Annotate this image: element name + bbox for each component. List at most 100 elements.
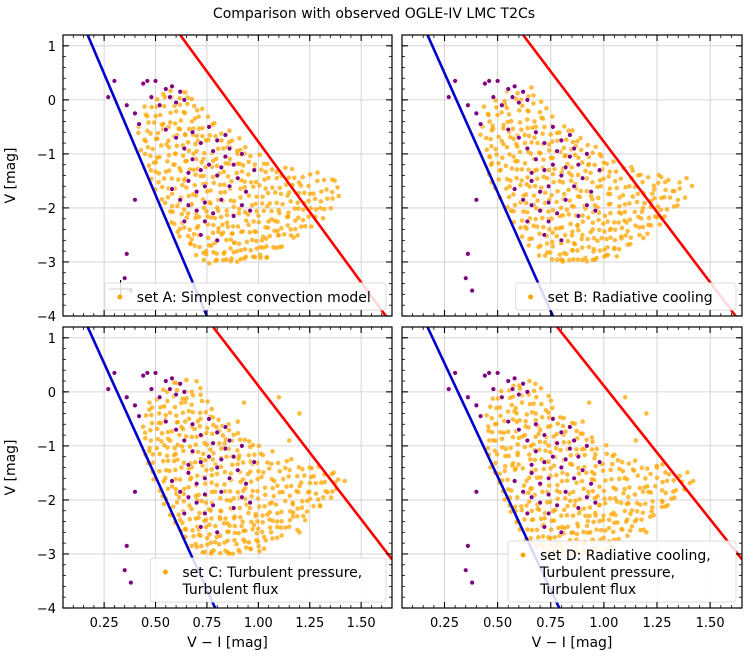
observed-point [562,489,569,495]
model-point [329,189,335,195]
model-point [490,123,495,129]
model-point [636,225,642,230]
model-point [509,166,515,171]
model-point [211,450,216,456]
model-point [192,182,198,188]
model-point [558,205,564,211]
model-point [265,225,271,231]
observed-point [567,132,573,138]
model-point [190,393,196,398]
observed-point [169,83,175,90]
model-point [187,503,192,508]
model-point [262,504,267,509]
plot-area [426,35,737,316]
model-point [616,220,621,225]
observed-point [185,178,192,184]
model-point [591,519,596,525]
observed-point [545,510,552,517]
model-point [224,454,229,459]
model-point [621,490,626,496]
observed-point [558,237,565,244]
model-point [650,191,655,196]
model-point [204,442,210,448]
model-point [138,147,144,153]
model-point [227,128,232,134]
observed-point [550,161,556,168]
model-point [671,478,677,483]
model-point [542,515,547,521]
observed-point [156,394,163,400]
model-point [565,238,571,244]
model-point [169,176,175,181]
model-point [252,452,257,457]
model-point [632,492,638,497]
model-point [272,190,278,195]
model-point [562,232,568,238]
model-point [260,513,265,518]
model-point [242,185,248,190]
model-point [143,413,149,418]
model-point [237,437,243,442]
model-point [224,497,230,503]
model-point [531,388,537,394]
legend-marker [117,294,123,300]
model-point [580,419,585,424]
observed-point [520,89,526,95]
model-point [638,172,643,178]
legend-label: set B: Radiative cooling [548,290,713,306]
observed-point [473,197,480,203]
legend-label: Turbulent flux [181,582,278,598]
observed-point [152,78,159,84]
model-point [559,513,564,518]
model-point [254,246,260,251]
model-point [534,224,540,229]
model-point [602,496,607,501]
model-point [574,531,580,537]
model-point [238,195,243,200]
model-point [605,219,610,224]
model-point [213,134,218,139]
model-point [558,447,563,453]
model-point [202,457,208,463]
model-point [277,185,283,191]
observed-point [537,481,543,487]
observed-point [499,394,505,400]
model-point [518,225,523,230]
model-point [505,409,511,414]
observed-point [243,481,249,487]
model-point [165,195,171,200]
model-point [175,419,181,425]
observed-point [571,437,577,444]
model-point [529,508,535,514]
observed-point [148,386,155,392]
model-point [254,208,259,214]
model-point [282,498,288,504]
model-point [218,214,224,220]
model-point [165,458,171,464]
model-point [539,414,545,420]
model-point [635,473,641,478]
model-point [685,470,690,475]
model-point [227,523,232,529]
model-point [222,249,227,255]
model-point [228,498,233,504]
model-point [561,191,567,197]
observed-point [128,579,134,586]
model-point [511,192,516,197]
model-point [186,148,192,154]
model-point [548,527,554,532]
model-point [630,194,636,199]
model-point [601,513,606,518]
model-point [180,182,185,188]
model-point [243,528,248,534]
y-axis-label: V [mag] [3,147,19,203]
model-point [561,440,567,445]
model-point [243,218,249,223]
model-point [232,530,238,536]
model-point [181,486,187,492]
model-point [222,189,228,195]
model-point [295,506,300,511]
model-point [592,456,597,461]
model-point [192,426,197,432]
model-point [253,179,259,185]
